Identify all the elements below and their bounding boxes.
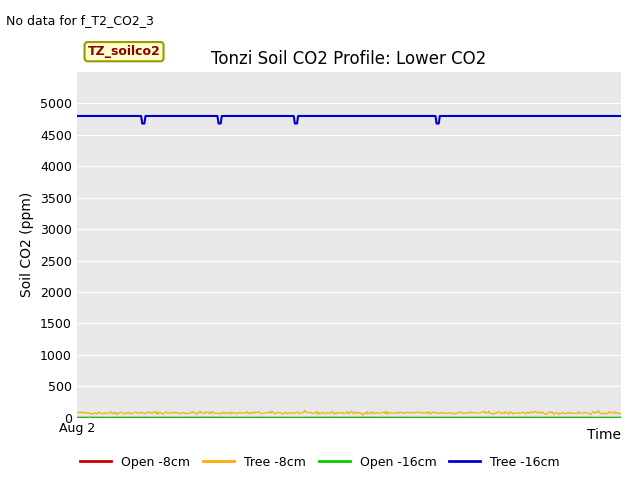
Y-axis label: Soil CO2 (ppm): Soil CO2 (ppm): [20, 192, 35, 298]
Text: TZ_soilco2: TZ_soilco2: [88, 45, 161, 58]
Legend: Open -8cm, Tree -8cm, Open -16cm, Tree -16cm: Open -8cm, Tree -8cm, Open -16cm, Tree -…: [75, 451, 565, 474]
Text: Time: Time: [587, 428, 621, 442]
Text: No data for f_T2_CO2_3: No data for f_T2_CO2_3: [6, 14, 154, 27]
Title: Tonzi Soil CO2 Profile: Lower CO2: Tonzi Soil CO2 Profile: Lower CO2: [211, 49, 486, 68]
